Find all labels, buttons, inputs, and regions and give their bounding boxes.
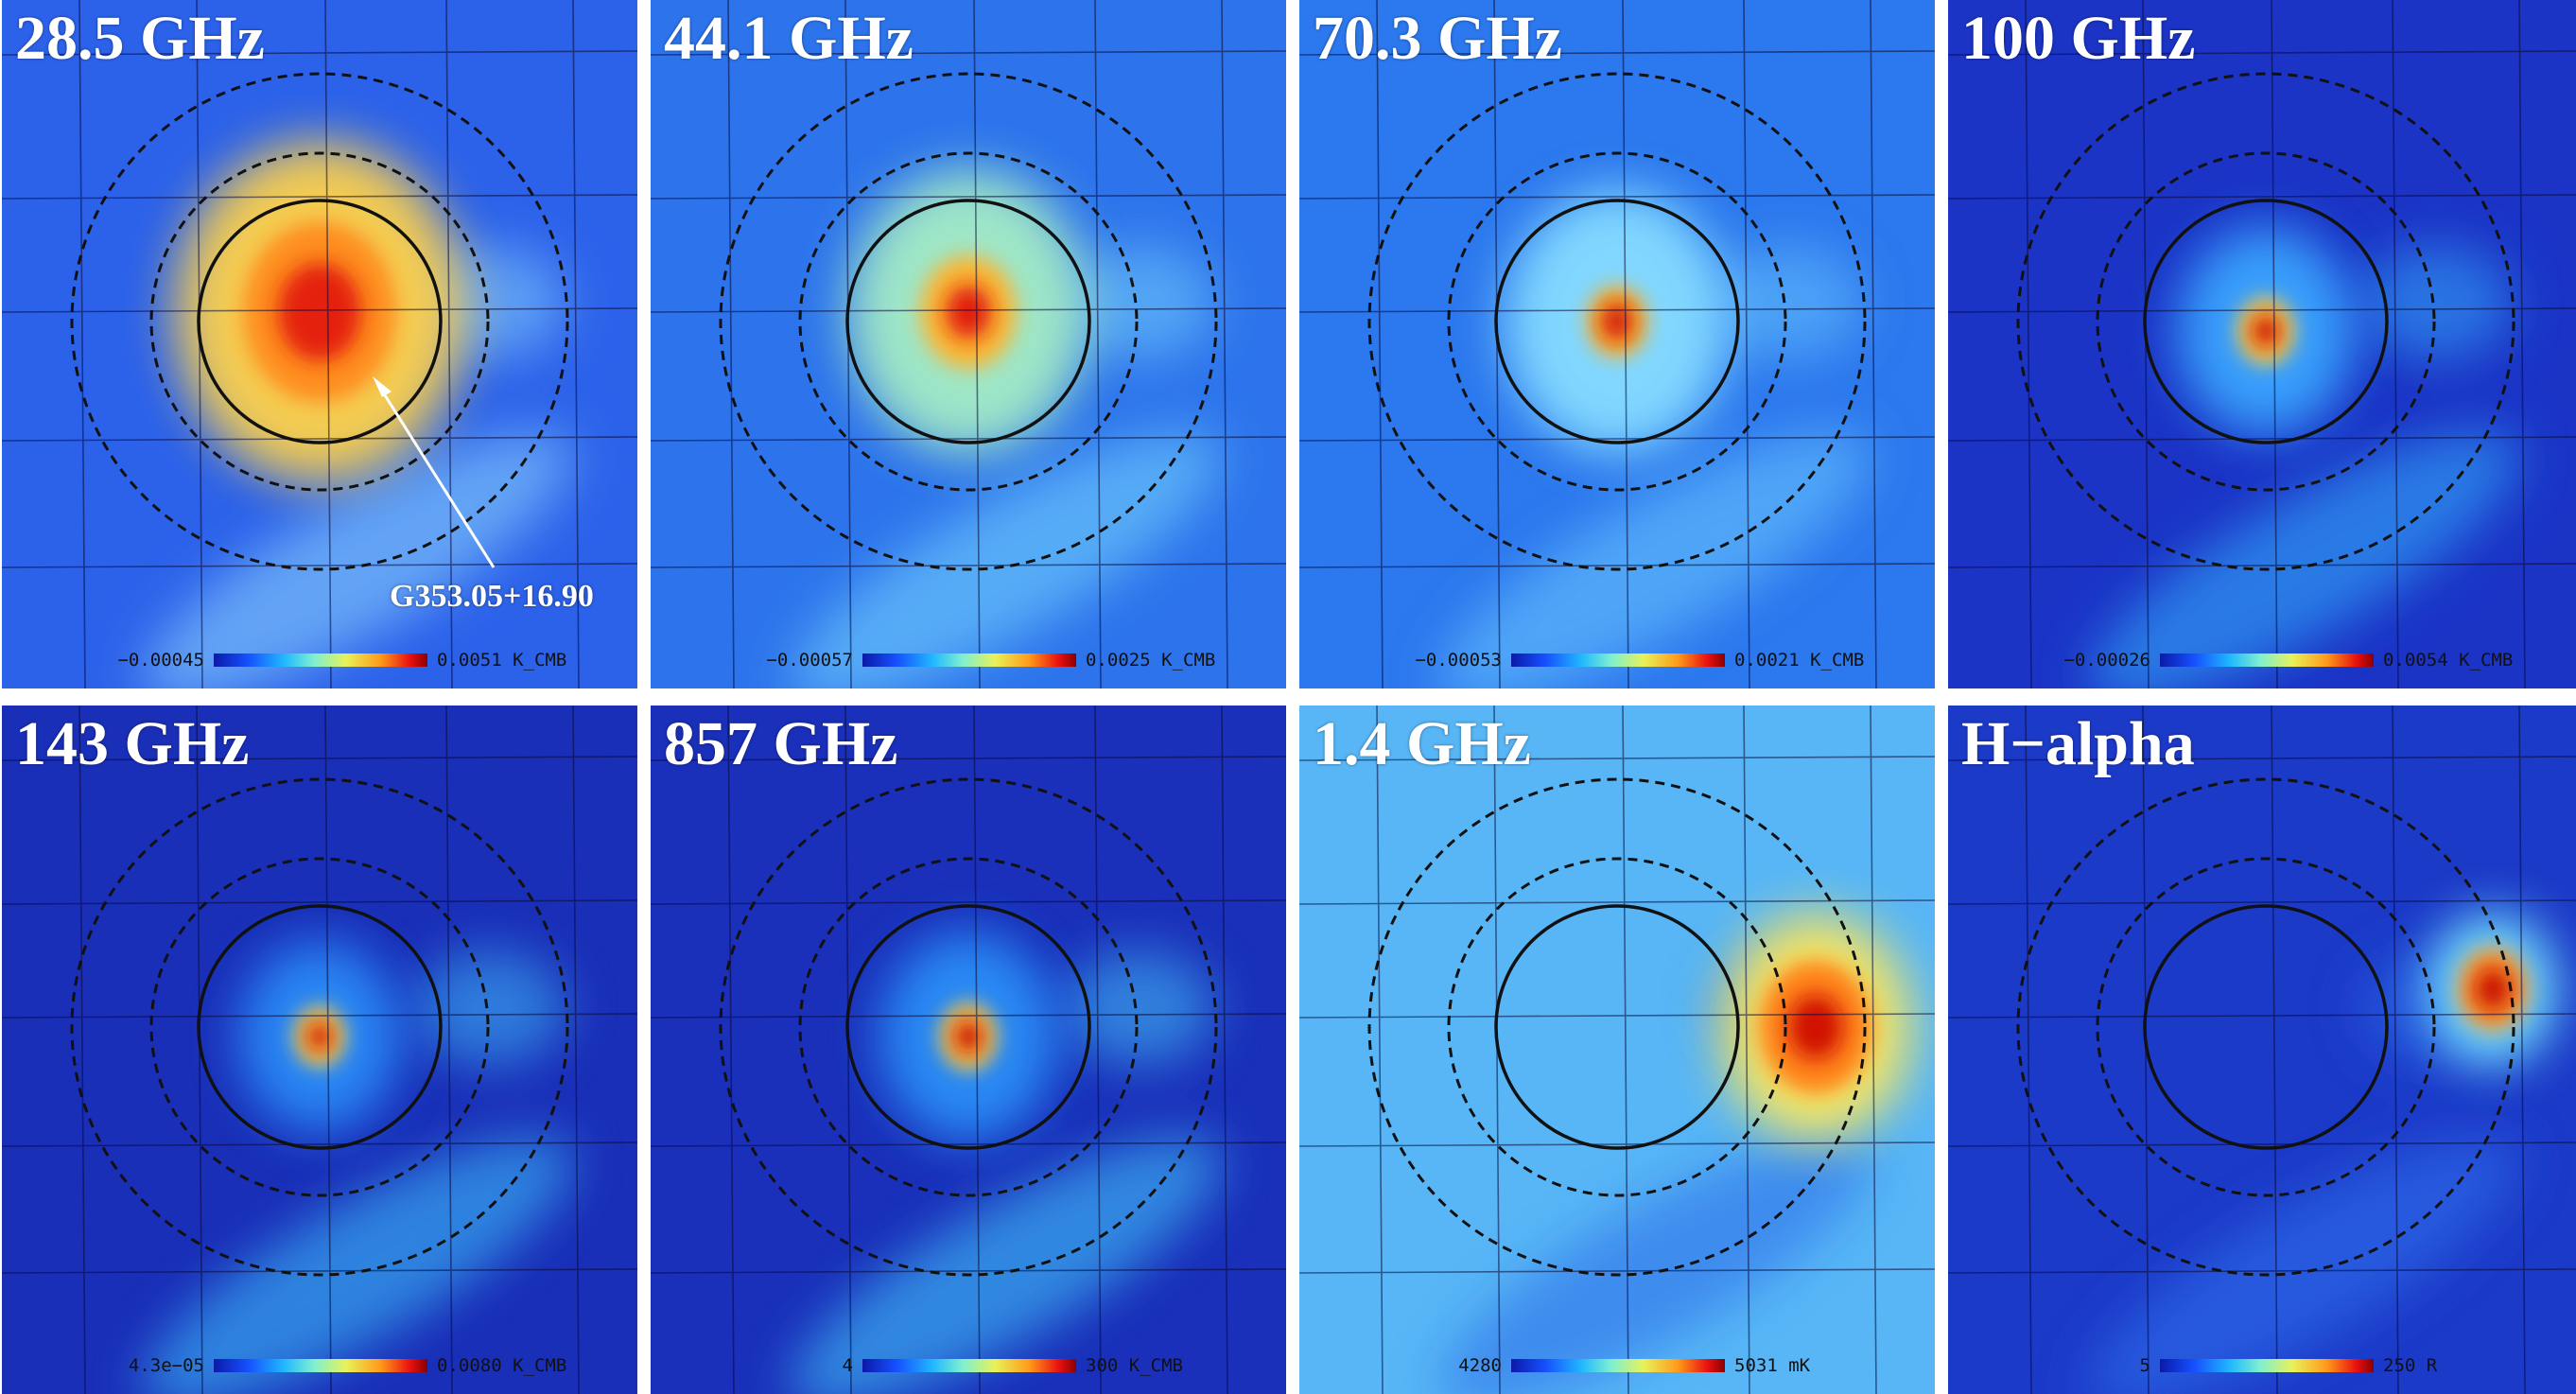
colorbar-gradient: [1511, 653, 1725, 667]
map-image: [651, 0, 1286, 688]
colorbar-max-label: 0.0080 K_CMB: [437, 1355, 567, 1376]
colorbar-gradient: [862, 653, 1076, 667]
panel-title: 1.4 GHz: [1313, 709, 1531, 778]
panel-title: 44.1 GHz: [664, 4, 914, 73]
colorbar-min-label: 5: [2139, 1355, 2150, 1376]
colorbar-gradient: [214, 1359, 427, 1372]
map-image: [1948, 706, 2576, 1394]
panel-title: 28.5 GHz: [15, 4, 265, 73]
colorbar: −0.00045 0.0051 K_CMB: [2, 649, 637, 671]
colorbar-min-label: −0.00045: [117, 650, 204, 671]
map-panel: H−alpha: [1948, 706, 2576, 1394]
colorbar-min-label: −0.00026: [2063, 650, 2150, 671]
colorbar-gradient: [214, 653, 427, 667]
colorbar-max-label: 0.0021 K_CMB: [1734, 650, 1865, 671]
map-panel: 857 GHz: [651, 706, 1286, 1394]
colorbar: 5 250 R: [1948, 1354, 2576, 1377]
colorbar-max-label: 0.0051 K_CMB: [437, 650, 567, 671]
colorbar-gradient: [862, 1359, 1076, 1372]
colorbar-gradient: [2160, 1359, 2374, 1372]
colorbar: 4.3e−05 0.0080 K_CMB: [2, 1354, 637, 1377]
colorbar-max-label: 5031 mK: [1734, 1355, 1811, 1376]
map-image: [651, 706, 1286, 1394]
panel-title: 143 GHz: [15, 709, 250, 778]
map-panel: 70.3 GHz: [1299, 0, 1935, 688]
colorbar-min-label: 4: [842, 1355, 853, 1376]
colorbar-gradient: [1511, 1359, 1725, 1372]
map-panel: 143 GHz: [2, 706, 637, 1394]
map-panel: 44.1 GHz: [651, 0, 1286, 688]
panel-title: 857 GHz: [664, 709, 898, 778]
colorbar-max-label: 250 R: [2383, 1355, 2438, 1376]
colorbar: −0.00057 0.0025 K_CMB: [651, 649, 1286, 671]
map-image: [1948, 0, 2576, 688]
colorbar-min-label: 4.3e−05: [128, 1355, 204, 1376]
colorbar-min-label: 4280: [1458, 1355, 1502, 1376]
map-panel: 100 GHz: [1948, 0, 2576, 688]
colorbar: −0.00053 0.0021 K_CMB: [1299, 649, 1935, 671]
colorbar: −0.00026 0.0054 K_CMB: [1948, 649, 2576, 671]
colorbar-max-label: 0.0054 K_CMB: [2383, 650, 2514, 671]
source-label: G353.05+16.90: [390, 579, 594, 614]
colorbar: 4 300 K_CMB: [651, 1354, 1286, 1377]
panel-title: H−alpha: [1961, 709, 2195, 778]
colorbar-min-label: −0.00057: [766, 650, 853, 671]
map-panel: 1.4 GHz: [1299, 706, 1935, 1394]
map-image: [1299, 706, 1935, 1394]
panel-title: 100 GHz: [1961, 4, 2196, 73]
panel-title: 70.3 GHz: [1313, 4, 1562, 73]
colorbar-max-label: 300 K_CMB: [1086, 1355, 1183, 1376]
colorbar-gradient: [2160, 653, 2374, 667]
map-image: [2, 706, 637, 1394]
map-image: [1299, 0, 1935, 688]
colorbar-min-label: −0.00053: [1415, 650, 1502, 671]
colorbar: 4280 5031 mK: [1299, 1354, 1935, 1377]
colorbar-max-label: 0.0025 K_CMB: [1086, 650, 1216, 671]
map-panel: 28.5 GHz G353.05+16.90: [2, 0, 637, 688]
map-image: [2, 0, 637, 688]
